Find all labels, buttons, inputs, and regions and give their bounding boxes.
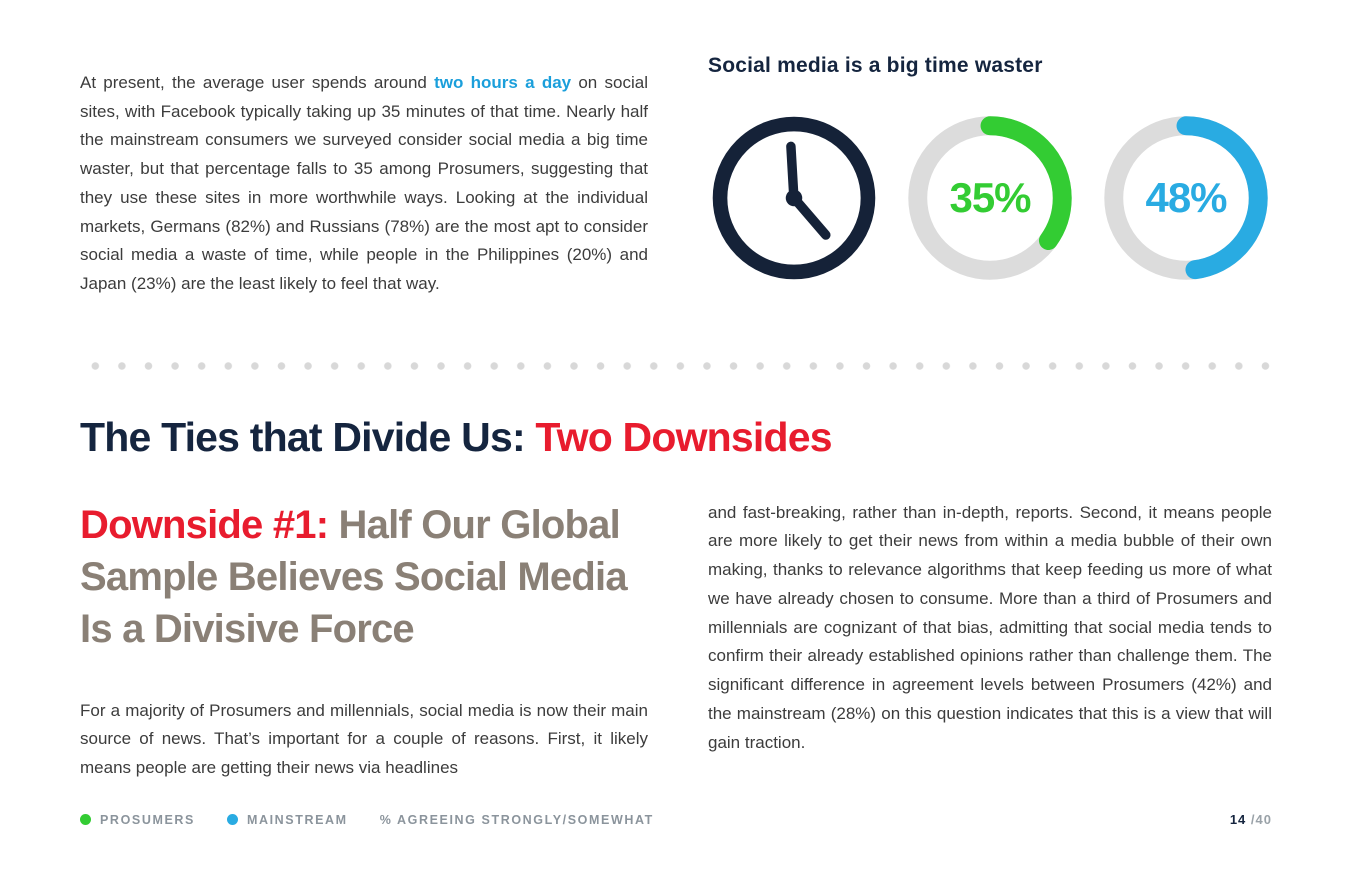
section-title: The Ties that Divide Us: Two Downsides bbox=[80, 414, 1272, 461]
charts-row: 35% 48% bbox=[708, 112, 1272, 284]
left-paragraph: For a majority of Prosumers and millenni… bbox=[80, 700, 648, 778]
legend-item-mainstream: MAINSTREAM bbox=[226, 812, 348, 827]
chart-title: Social media is a big time waster bbox=[708, 54, 1043, 77]
dotted-divider bbox=[80, 361, 1272, 370]
donut-value-mainstream: 48% bbox=[1145, 174, 1227, 221]
right-paragraph: and fast-breaking, rather than in-depth,… bbox=[708, 502, 1272, 752]
intro-text-before: At present, the average user spends arou… bbox=[80, 73, 435, 92]
downside-title: Downside #1: Half Our Global Sample Beli… bbox=[80, 499, 648, 655]
prosumers-dot-icon bbox=[80, 814, 91, 825]
top-section: At present, the average user spends arou… bbox=[80, 52, 1272, 316]
mainstream-dot-icon bbox=[226, 814, 238, 825]
downside-label: Downside #1: bbox=[80, 502, 339, 547]
left-column: Downside #1: Half Our Global Sample Beli… bbox=[80, 499, 648, 783]
legend-label-prosumers: PROSUMERS bbox=[100, 812, 195, 827]
downside-title-text: Half Our Global Sample Believes Social M… bbox=[80, 502, 628, 651]
donut-chart-prosumers: 35% bbox=[904, 112, 1076, 284]
clock-icon bbox=[708, 112, 880, 284]
intro-text-after: on social sites, with Facebook typically… bbox=[80, 73, 648, 294]
section-title-main: The Ties that Divide Us: bbox=[80, 413, 536, 460]
page-number: 14 /40 bbox=[1230, 812, 1272, 827]
chart-legend: PROSUMERS MAINSTREAM % AGREEING STRONGLY… bbox=[80, 813, 654, 827]
legend-label-mainstream: MAINSTREAM bbox=[246, 812, 348, 827]
donut-chart-mainstream: 48% bbox=[1100, 112, 1272, 284]
legend-item-prosumers: PROSUMERS bbox=[80, 813, 195, 827]
intro-highlight: two hours a day bbox=[434, 73, 572, 92]
donut-value-prosumers: 35% bbox=[949, 174, 1031, 221]
page-number-current: 14 bbox=[1229, 812, 1247, 827]
chart-area: Social media is a big time waster bbox=[708, 52, 1272, 284]
section-title-accent: Two Downsides bbox=[535, 413, 832, 460]
footer: PROSUMERS MAINSTREAM % AGREEING STRONGLY… bbox=[80, 812, 1272, 827]
page-number-total: /40 bbox=[1250, 812, 1272, 827]
legend-note: % AGREEING STRONGLY/SOMEWHAT bbox=[379, 812, 654, 827]
content-columns: Downside #1: Half Our Global Sample Beli… bbox=[80, 499, 1272, 783]
right-column: and fast-breaking, rather than in-depth,… bbox=[708, 499, 1272, 783]
intro-paragraph: At present, the average user spends arou… bbox=[80, 69, 648, 299]
